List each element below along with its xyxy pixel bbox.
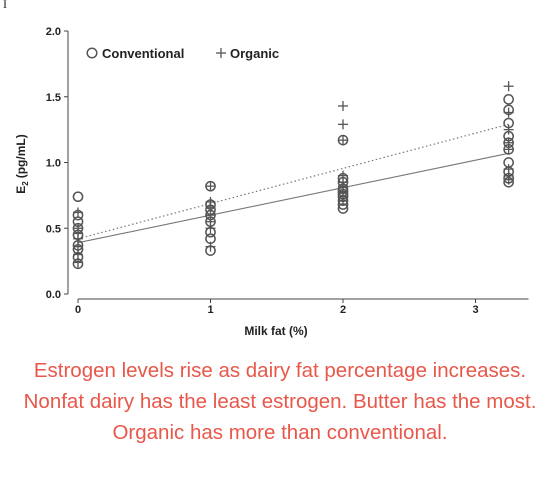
y-axis-label: E2(pg/mL) — [14, 134, 30, 193]
organic-point — [503, 174, 514, 185]
y-tick-label: 1.5 — [46, 92, 61, 104]
organic-trendline — [77, 123, 509, 240]
trendlines — [77, 123, 509, 244]
y-tick-label: 2.0 — [46, 26, 61, 38]
organic-point — [205, 223, 216, 234]
organic-point — [338, 193, 348, 204]
caption-text: Estrogen levels rise as dairy fat percen… — [23, 359, 537, 444]
organic-point — [503, 124, 514, 135]
organic-point — [338, 135, 348, 146]
legend-conventional-label: Conventional — [102, 46, 184, 61]
organic-point — [503, 81, 514, 92]
organic-point — [205, 181, 216, 192]
x-tick-label: 2 — [340, 304, 346, 316]
legend-organic-label: Organic — [230, 46, 279, 61]
conventional-trendline — [77, 152, 509, 244]
y-tick-label: 1.0 — [46, 158, 61, 170]
organic-point — [338, 119, 348, 130]
x-tick-label: 1 — [207, 304, 213, 316]
organic-point — [73, 207, 83, 218]
x-tick-label: 3 — [472, 304, 478, 316]
x-axis-label: Milk fat (%) — [244, 324, 307, 338]
organic-point — [205, 241, 216, 252]
organic-point — [338, 100, 348, 111]
legend-organic-marker — [216, 48, 226, 58]
conventional-point — [503, 94, 514, 105]
stray-mark: I — [3, 0, 7, 11]
legend-conventional-marker — [86, 47, 98, 59]
data-points — [72, 81, 514, 270]
organic-point — [73, 257, 83, 268]
organic-point — [503, 144, 514, 155]
scatter-chart: 0.0 0.5 1.0 1.5 2.0 0 1 2 3 Conventional Organic… — [14, 26, 529, 338]
y-tick-label: 0.5 — [46, 223, 61, 235]
axes: 0.0 0.5 1.0 1.5 2.0 0 1 2 3 — [46, 26, 529, 316]
legend: Conventional Organic — [86, 46, 279, 61]
x-tick-label: 0 — [75, 304, 81, 316]
conventional-point — [72, 191, 84, 203]
y-tick-label: 0.0 — [46, 289, 61, 301]
organic-point — [503, 107, 514, 118]
conventional-point — [337, 203, 349, 214]
